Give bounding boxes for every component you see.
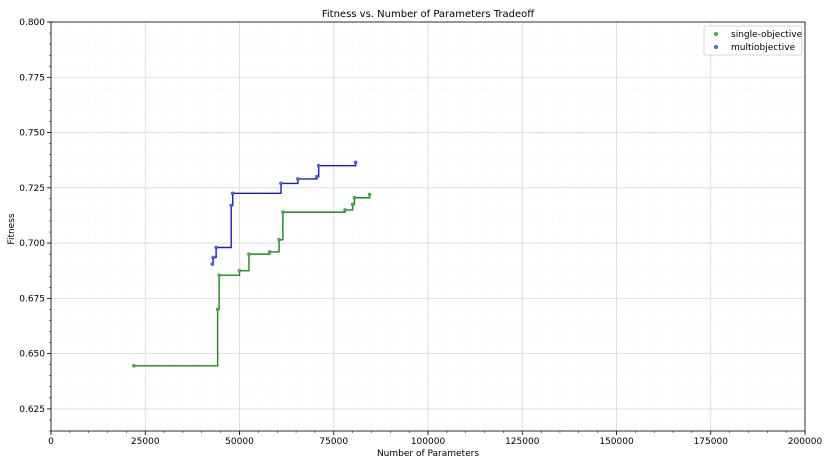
data-point-multiobjective	[296, 177, 300, 181]
x-tick-label: 75000	[319, 437, 348, 447]
data-point-single-objective	[215, 307, 220, 312]
data-point-single-objective	[367, 192, 372, 197]
data-point-single-objective	[217, 273, 221, 277]
x-tick-label: 100000	[411, 437, 446, 447]
y-tick-label: 0.725	[19, 184, 45, 194]
legend-marker-multiobjective	[714, 45, 719, 50]
series-line-multiobjective	[212, 162, 357, 265]
series-layer	[132, 160, 372, 368]
y-tick-label: 0.675	[19, 294, 45, 304]
data-point-multiobjective	[314, 174, 319, 179]
legend-box	[703, 25, 803, 56]
data-point-single-objective	[281, 210, 285, 214]
y-tick-label: 0.625	[19, 405, 45, 415]
data-point-multiobjective	[316, 163, 321, 168]
series-multiobjective	[210, 160, 358, 266]
data-point-single-objective	[352, 195, 357, 200]
data-point-multiobjective	[353, 160, 358, 165]
x-tick-label: 200000	[788, 437, 823, 447]
data-point-multiobjective	[230, 191, 235, 196]
legend-marker-single-objective	[714, 32, 719, 37]
legend-label-single-objective: single-objective	[731, 30, 803, 40]
y-axis-label: Fitness	[7, 213, 17, 244]
x-axis-label: Number of Parameters	[377, 449, 479, 459]
y-tick-label: 0.650	[19, 350, 45, 360]
x-tick-label: 0	[48, 437, 54, 447]
data-point-multiobjective	[279, 181, 283, 186]
x-tick-label: 50000	[225, 437, 254, 447]
data-point-single-objective	[237, 268, 242, 273]
y-tick-label: 0.750	[19, 129, 45, 139]
data-point-single-objective	[277, 237, 281, 242]
y-tick-label: 0.800	[19, 18, 45, 28]
legend: single-objective multiobjective	[703, 25, 803, 56]
legend-label-multiobjective: multiobjective	[731, 43, 796, 53]
data-point-single-objective	[247, 252, 251, 256]
data-point-multiobjective	[214, 245, 218, 250]
data-point-single-objective	[350, 202, 355, 207]
x-tick-label: 125000	[505, 437, 540, 447]
x-tick-label: 25000	[131, 437, 160, 447]
x-tick-label: 175000	[694, 437, 729, 447]
series-single-objective	[132, 192, 372, 368]
x-tick-label: 150000	[599, 437, 634, 447]
data-point-multiobjective	[229, 203, 234, 208]
data-point-single-objective	[267, 250, 272, 254]
data-point-multiobjective	[210, 262, 215, 266]
data-point-multiobjective	[211, 255, 215, 260]
y-tick-label: 0.775	[19, 73, 45, 83]
data-point-single-objective	[132, 363, 136, 368]
data-point-single-objective	[343, 208, 347, 212]
axes: 0 25000 50000 75000 100000 125000 150000 175000…	[19, 18, 822, 447]
y-tick-label: 0.700	[19, 239, 45, 249]
chart-title: Fitness vs. Number of Parameters Tradeof…	[322, 9, 535, 20]
